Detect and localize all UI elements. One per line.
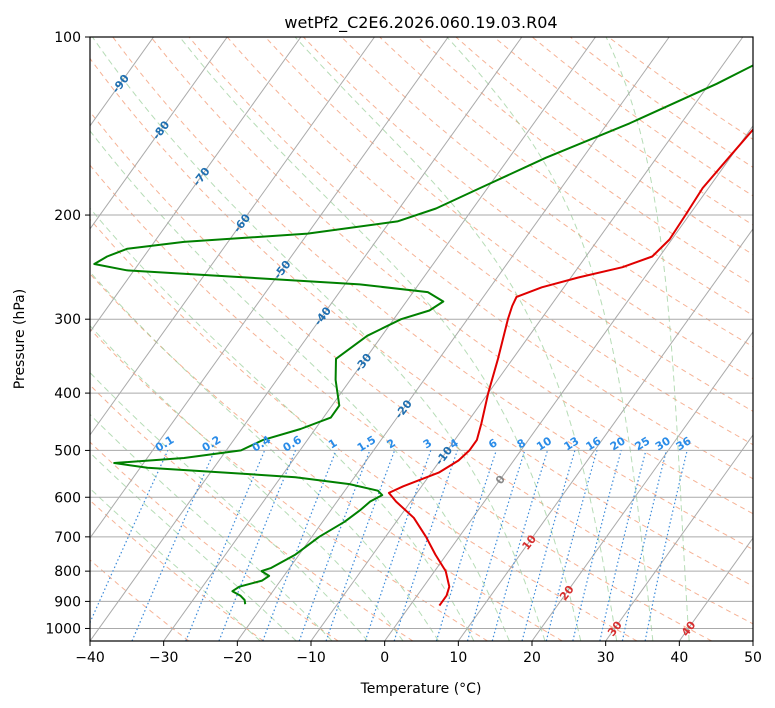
isotherm-line bbox=[90, 37, 302, 333]
y-tick-label: 300 bbox=[54, 312, 81, 328]
mixing-ratio-line bbox=[90, 450, 169, 625]
mixing-ratio-line bbox=[466, 450, 526, 641]
isotherm-line bbox=[531, 331, 753, 641]
mixing-ratio-line bbox=[262, 450, 337, 641]
isotherm-line bbox=[90, 37, 228, 230]
x-tick-label: −10 bbox=[296, 650, 326, 666]
x-tick-label: 0 bbox=[380, 650, 389, 666]
y-tick-label: 700 bbox=[54, 530, 81, 546]
x-tick-label: 20 bbox=[523, 650, 541, 666]
dry-adiabat-line bbox=[90, 441, 339, 641]
mixing-ratio-line bbox=[185, 450, 266, 641]
isotherm-line bbox=[163, 37, 596, 641]
x-tick-label: −20 bbox=[223, 650, 253, 666]
moist-adiabat-line bbox=[90, 452, 297, 641]
y-tick-label: 500 bbox=[54, 443, 81, 459]
x-tick-label: 30 bbox=[597, 650, 615, 666]
series-lines bbox=[93, 64, 753, 607]
chart-title: wetPf2_C2E6.2026.060.19.03.R04 bbox=[284, 13, 557, 33]
isotherm-line bbox=[605, 434, 753, 641]
dry-adiabat-line bbox=[90, 110, 753, 625]
y-tick-label: 400 bbox=[54, 386, 81, 402]
moist-adiabat-line bbox=[90, 325, 404, 641]
mixing-ratio-line bbox=[545, 450, 598, 641]
mixing-ratio-line bbox=[298, 450, 371, 641]
x-tick-label: 50 bbox=[744, 650, 762, 666]
moist-adiabat-line bbox=[90, 487, 261, 641]
moist-adiabat-line bbox=[91, 37, 546, 641]
mixing-ratio-line bbox=[491, 450, 549, 641]
mixing-ratio-line bbox=[325, 450, 396, 641]
mixing-ratio-line bbox=[435, 450, 497, 641]
y-tick-label: 800 bbox=[54, 564, 81, 580]
dry-adiabat-line bbox=[90, 328, 488, 641]
dry-adiabat-line bbox=[90, 499, 264, 641]
plot-frame bbox=[89, 36, 754, 642]
moist-adiabat-line bbox=[179, 37, 582, 641]
dry-adiabat-line bbox=[455, 37, 753, 256]
dry-adiabat-line bbox=[90, 57, 753, 587]
mixing-ratio-line bbox=[364, 450, 432, 641]
isotherm-line bbox=[457, 228, 753, 641]
x-tick-label: −40 bbox=[75, 650, 105, 666]
isotherm-line bbox=[90, 37, 523, 641]
mixing-ratio-line bbox=[131, 450, 216, 641]
mixing-ratio-line bbox=[572, 450, 622, 641]
moist-adiabat-line bbox=[90, 413, 333, 641]
temperature-profile-line bbox=[387, 128, 753, 607]
axis-ticks: −40 −30 −20 −10 0 10 20 30 40 50 100 200 300 400 500 60… bbox=[45, 30, 762, 666]
isotherm-line bbox=[90, 37, 449, 539]
dewpoint-profile-line bbox=[93, 64, 753, 605]
isotherm-line bbox=[678, 537, 753, 641]
y-tick-label: 200 bbox=[54, 208, 81, 224]
mixing-ratio-line bbox=[218, 450, 297, 641]
y-tick-label: 1000 bbox=[45, 621, 81, 637]
isotherm-line bbox=[90, 37, 375, 436]
dry-adiabat-line bbox=[264, 37, 753, 412]
isotherm-line bbox=[310, 37, 744, 641]
dry-adiabat-line bbox=[150, 37, 753, 515]
x-tick-label: −30 bbox=[149, 650, 179, 666]
moist-adiabat-line bbox=[605, 37, 690, 641]
x-tick-label: 40 bbox=[670, 650, 688, 666]
moist-adiabat-line bbox=[446, 37, 654, 641]
y-tick-label: 100 bbox=[54, 30, 81, 46]
mixing-ratio-line bbox=[521, 450, 576, 641]
y-tick-label: 900 bbox=[54, 594, 81, 610]
dry-adiabat-line bbox=[378, 37, 753, 316]
isotherm-line bbox=[384, 124, 753, 641]
x-tick-label: 10 bbox=[449, 650, 467, 666]
mixing-ratio-line bbox=[393, 450, 458, 641]
dry-adiabat-line bbox=[90, 218, 638, 641]
mixing-ratio-line bbox=[599, 450, 647, 641]
y-axis-title: Pressure (hPa) bbox=[12, 289, 28, 389]
moist-adiabat-line bbox=[90, 371, 369, 641]
dry-adiabat-line bbox=[188, 37, 753, 480]
x-axis-title: Temperature (°C) bbox=[360, 681, 482, 697]
y-tick-label: 600 bbox=[54, 490, 81, 506]
